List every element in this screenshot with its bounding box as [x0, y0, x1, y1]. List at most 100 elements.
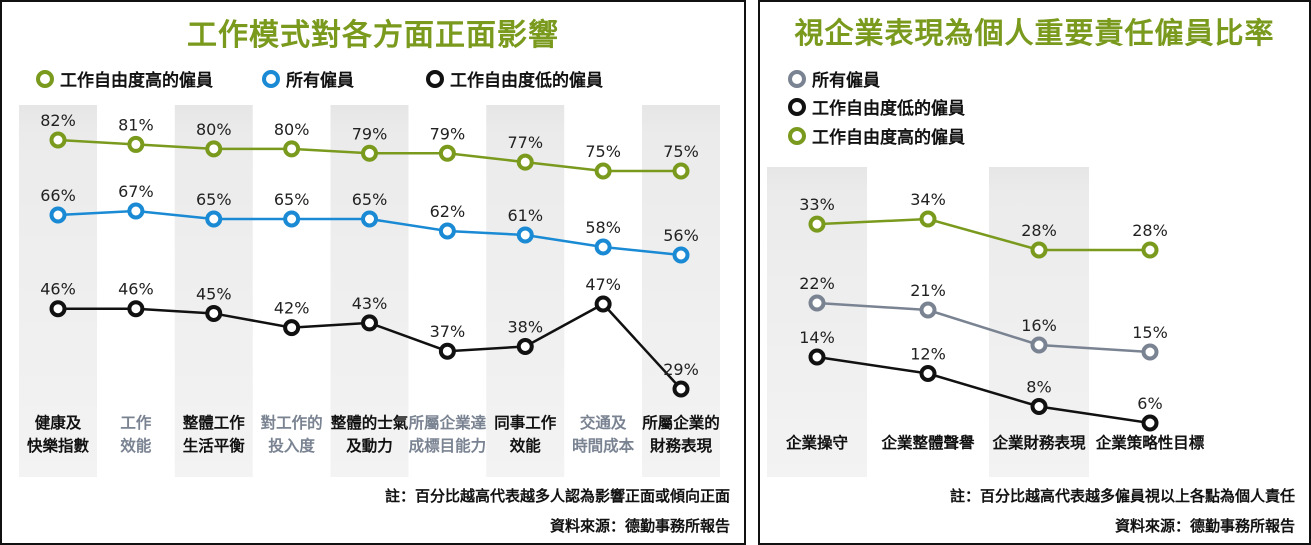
data-point	[49, 131, 67, 149]
data-point	[919, 301, 937, 319]
data-label: 77%	[507, 133, 543, 152]
right-chart-source: 資料來源：德勤事務所報告	[1114, 517, 1295, 535]
data-label: 79%	[430, 124, 466, 143]
legend-label: 所有僱員	[286, 71, 354, 91]
data-point	[808, 215, 826, 233]
data-point	[283, 210, 301, 228]
category-band	[330, 105, 409, 477]
category-label: 工作	[120, 413, 152, 432]
data-label: 28%	[1132, 221, 1168, 240]
category-band	[19, 105, 97, 477]
data-point	[672, 380, 690, 398]
data-label: 56%	[663, 226, 699, 245]
data-label: 65%	[196, 190, 232, 209]
left-chart-plot: 82% 81% 80% 80% 79% 79% 77% 75% 75% 66% 67% 65% 65% 6…	[19, 105, 720, 477]
data-label: 75%	[585, 142, 621, 161]
data-label: 28%	[1021, 221, 1057, 240]
data-label: 15%	[1132, 323, 1168, 342]
data-label: 16%	[1021, 316, 1057, 335]
category-label: 整體工作	[182, 413, 246, 432]
data-label: 46%	[40, 280, 76, 299]
legend-item-high: 工作自由度高的僱員	[788, 123, 965, 148]
data-point	[205, 210, 223, 228]
data-point	[808, 348, 826, 366]
data-label: 33%	[799, 195, 835, 214]
category-label: 及動力	[346, 436, 393, 455]
legend-label: 工作自由度高的僱員	[812, 128, 965, 148]
data-point	[49, 206, 67, 224]
left-chart-panel: 工作模式對各方面正面影響 工作自由度高的僱員 所有僱員 工作自由度低的僱員 82…	[0, 0, 746, 545]
data-point	[1141, 343, 1159, 361]
data-point	[594, 238, 612, 256]
category-label: 整體的士氣	[330, 413, 409, 432]
legend-marker-icon	[788, 126, 806, 145]
data-point	[516, 338, 534, 355]
data-point	[516, 226, 534, 244]
data-label: 14%	[799, 328, 835, 347]
data-point	[361, 210, 378, 228]
data-label: 42%	[274, 299, 310, 318]
data-label: 67%	[118, 182, 154, 201]
legend-marker-icon	[788, 97, 806, 116]
data-label: 6%	[1137, 394, 1162, 413]
legend-marker-icon	[426, 69, 444, 88]
data-point	[1030, 336, 1048, 354]
data-point	[361, 314, 378, 332]
legend-label: 工作自由度低的僱員	[450, 71, 603, 91]
category-band	[989, 167, 1089, 477]
legend-item-low: 工作自由度低的僱員	[426, 66, 603, 91]
data-point	[438, 144, 456, 162]
data-label: 43%	[352, 294, 388, 313]
data-label: 46%	[118, 280, 154, 299]
data-label: 80%	[196, 120, 232, 139]
category-label: 快樂指數	[27, 436, 90, 455]
data-point	[283, 319, 301, 337]
right-chart-title: 視企業表現為個人重要責任僱員比率	[794, 16, 1275, 50]
category-label: 對工作的	[261, 413, 323, 432]
data-point	[808, 294, 826, 312]
data-label: 80%	[274, 120, 310, 139]
data-label: 12%	[910, 345, 946, 364]
legend-marker-icon	[36, 69, 54, 88]
data-label: 45%	[196, 284, 232, 303]
category-band	[174, 105, 253, 477]
data-label: 65%	[274, 190, 310, 209]
data-point	[672, 246, 690, 264]
data-label: 58%	[585, 218, 621, 237]
category-label: 效能	[120, 436, 152, 455]
legend-marker-icon	[788, 69, 806, 88]
category-label: 效能	[510, 436, 542, 455]
data-label: 21%	[910, 281, 946, 300]
data-point	[919, 210, 937, 228]
data-label: 81%	[118, 115, 154, 134]
data-point	[361, 144, 378, 162]
data-point	[672, 162, 690, 180]
data-label: 37%	[430, 322, 466, 341]
category-label: 企業操守	[785, 433, 848, 452]
right-chart-note: 註：百分比越高代表越多僱員視以上各點為個人責任	[949, 487, 1295, 505]
data-label: 61%	[507, 206, 543, 225]
category-label: 健康及	[35, 413, 82, 432]
legend-label: 所有僱員	[812, 71, 880, 91]
data-label: 47%	[585, 275, 621, 294]
data-point	[438, 222, 456, 240]
category-label: 財務表現	[650, 436, 713, 455]
data-point	[127, 202, 145, 220]
category-label: 時間成本	[572, 436, 635, 455]
data-label: 8%	[1026, 378, 1051, 397]
data-point	[516, 153, 534, 171]
data-point	[1141, 241, 1159, 259]
data-label: 22%	[799, 274, 835, 293]
category-label: 所屬企業達	[409, 413, 487, 432]
category-label: 交通及	[580, 413, 627, 432]
data-label: 65%	[352, 190, 388, 209]
data-point	[205, 140, 223, 158]
legend-item-low: 工作自由度低的僱員	[788, 94, 965, 119]
data-label: 79%	[352, 124, 388, 143]
data-point	[594, 295, 612, 313]
left-chart-title: 工作模式對各方面正面影響	[187, 18, 559, 53]
data-point	[127, 300, 145, 318]
data-point	[205, 304, 223, 322]
category-label: 所屬企業的	[642, 413, 720, 432]
right-chart-panel: 視企業表現為個人重要責任僱員比率 所有僱員 工作自由度低的僱員 工作自由度高的僱…	[758, 0, 1311, 545]
